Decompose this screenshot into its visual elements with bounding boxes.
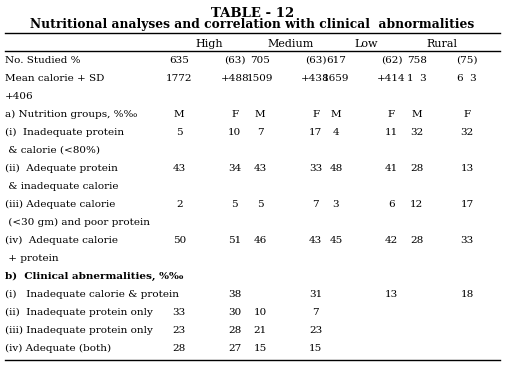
Text: 23: 23 <box>173 326 186 335</box>
Text: 1509: 1509 <box>247 74 273 83</box>
Text: 5: 5 <box>231 200 238 209</box>
Text: 21: 21 <box>254 326 267 335</box>
Text: (i)   Inadequate calorie & protein: (i) Inadequate calorie & protein <box>5 290 179 299</box>
Text: 5: 5 <box>176 128 183 137</box>
Text: (ii)  Inadequate protein only: (ii) Inadequate protein only <box>5 308 153 317</box>
Text: a) Nutrition groups, %‰: a) Nutrition groups, %‰ <box>5 110 137 119</box>
Text: 28: 28 <box>410 236 423 245</box>
Text: (75): (75) <box>457 56 478 65</box>
Text: F: F <box>388 110 395 119</box>
Text: +406: +406 <box>5 92 34 101</box>
Text: 27: 27 <box>228 344 241 353</box>
Text: 6  3: 6 3 <box>457 74 477 83</box>
Text: 33: 33 <box>173 308 186 317</box>
Text: & calorie (<80%): & calorie (<80%) <box>5 146 100 155</box>
Text: 23: 23 <box>309 326 322 335</box>
Text: 17: 17 <box>461 200 474 209</box>
Text: M: M <box>330 110 341 119</box>
Text: 18: 18 <box>461 290 474 299</box>
Text: 34: 34 <box>228 164 241 173</box>
Text: 32: 32 <box>410 128 423 137</box>
Text: 31: 31 <box>309 290 322 299</box>
Text: 7: 7 <box>257 128 264 137</box>
Text: 48: 48 <box>329 164 342 173</box>
Text: 6: 6 <box>388 200 395 209</box>
Text: F: F <box>464 110 471 119</box>
Text: 7: 7 <box>312 200 319 209</box>
Text: 3: 3 <box>332 200 339 209</box>
Text: & inadequate calorie: & inadequate calorie <box>5 182 119 191</box>
Text: 43: 43 <box>309 236 322 245</box>
Text: 11: 11 <box>385 128 398 137</box>
Text: 33: 33 <box>461 236 474 245</box>
Text: + protein: + protein <box>5 254 59 263</box>
Text: 43: 43 <box>254 164 267 173</box>
Text: Low: Low <box>355 39 378 48</box>
Text: Medium: Medium <box>267 39 314 48</box>
Text: 13: 13 <box>461 164 474 173</box>
Text: 705: 705 <box>250 56 270 65</box>
Text: +438: +438 <box>301 74 330 83</box>
Text: 45: 45 <box>329 236 342 245</box>
Text: +488: +488 <box>221 74 249 83</box>
Text: 50: 50 <box>173 236 186 245</box>
Text: 41: 41 <box>385 164 398 173</box>
Text: 42: 42 <box>385 236 398 245</box>
Text: 51: 51 <box>228 236 241 245</box>
Text: 28: 28 <box>228 326 241 335</box>
Text: 38: 38 <box>228 290 241 299</box>
Text: 617: 617 <box>326 56 346 65</box>
Text: 2: 2 <box>176 200 183 209</box>
Text: M: M <box>174 110 185 119</box>
Text: Nutritional analyses and correlation with clinical  abnormalities: Nutritional analyses and correlation wit… <box>30 18 475 30</box>
Text: 15: 15 <box>254 344 267 353</box>
Text: (63): (63) <box>305 56 326 65</box>
Text: (iv)  Adequate calorie: (iv) Adequate calorie <box>5 236 118 245</box>
Text: 7: 7 <box>312 308 319 317</box>
Text: 43: 43 <box>173 164 186 173</box>
Text: (i)  Inadequate protein: (i) Inadequate protein <box>5 128 124 137</box>
Text: 758: 758 <box>407 56 427 65</box>
Text: (iii) Inadequate protein only: (iii) Inadequate protein only <box>5 326 153 335</box>
Text: 1659: 1659 <box>323 74 349 83</box>
Text: 33: 33 <box>309 164 322 173</box>
Text: b)  Clinical abnermalities, %‰: b) Clinical abnermalities, %‰ <box>5 272 183 281</box>
Text: Rural: Rural <box>426 39 458 48</box>
Text: 28: 28 <box>173 344 186 353</box>
Text: (iv) Adequate (both): (iv) Adequate (both) <box>5 344 111 353</box>
Text: 15: 15 <box>309 344 322 353</box>
Text: F: F <box>231 110 238 119</box>
Text: 30: 30 <box>228 308 241 317</box>
Text: (iii) Adequate calorie: (iii) Adequate calorie <box>5 200 116 209</box>
Text: 13: 13 <box>385 290 398 299</box>
Text: +414: +414 <box>377 74 406 83</box>
Text: (<30 gm) and poor protein: (<30 gm) and poor protein <box>5 218 150 227</box>
Text: 12: 12 <box>410 200 423 209</box>
Text: 28: 28 <box>410 164 423 173</box>
Text: M: M <box>255 110 266 119</box>
Text: 10: 10 <box>228 128 241 137</box>
Text: Mean calorie + SD: Mean calorie + SD <box>5 74 105 83</box>
Text: 1  3: 1 3 <box>407 74 427 83</box>
Text: (ii)  Adequate protein: (ii) Adequate protein <box>5 164 118 173</box>
Text: 10: 10 <box>254 308 267 317</box>
Text: 635: 635 <box>169 56 189 65</box>
Text: (62): (62) <box>381 56 402 65</box>
Text: 1772: 1772 <box>166 74 192 83</box>
Text: 46: 46 <box>254 236 267 245</box>
Text: (63): (63) <box>224 56 245 65</box>
Text: High: High <box>196 39 223 48</box>
Text: 32: 32 <box>461 128 474 137</box>
Text: 5: 5 <box>257 200 264 209</box>
Text: M: M <box>411 110 422 119</box>
Text: TABLE - 12: TABLE - 12 <box>211 7 294 19</box>
Text: 4: 4 <box>332 128 339 137</box>
Text: No. Studied %: No. Studied % <box>5 56 81 65</box>
Text: 17: 17 <box>309 128 322 137</box>
Text: F: F <box>312 110 319 119</box>
